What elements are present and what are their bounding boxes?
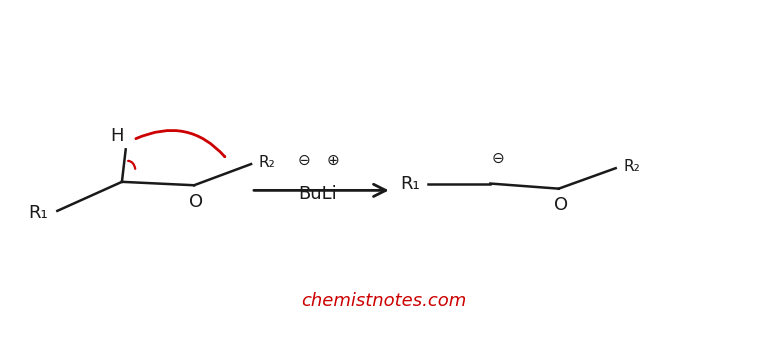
FancyArrowPatch shape — [128, 161, 135, 169]
Text: ⊕: ⊕ — [326, 153, 339, 168]
FancyArrowPatch shape — [136, 131, 225, 157]
Text: R₂: R₂ — [624, 159, 640, 174]
Text: R₂: R₂ — [259, 155, 276, 170]
Text: R₁: R₁ — [28, 204, 48, 222]
Text: chemistnotes.com: chemistnotes.com — [301, 292, 467, 310]
Text: O: O — [554, 196, 568, 214]
Text: ⊖: ⊖ — [492, 151, 505, 166]
Text: BuLi: BuLi — [299, 184, 337, 203]
Text: R₁: R₁ — [401, 175, 420, 193]
Text: ⊖: ⊖ — [298, 153, 310, 168]
Text: H: H — [110, 127, 124, 145]
Text: O: O — [189, 193, 204, 211]
